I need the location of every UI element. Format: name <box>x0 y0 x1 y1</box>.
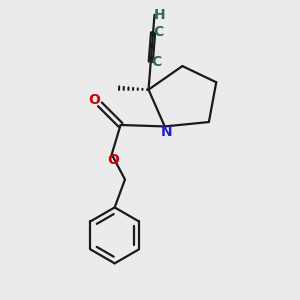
Text: O: O <box>88 93 100 107</box>
Text: O: O <box>107 153 119 167</box>
Text: C: C <box>153 26 164 39</box>
Text: N: N <box>160 125 172 139</box>
Text: H: H <box>153 8 165 22</box>
Text: C: C <box>151 55 161 69</box>
